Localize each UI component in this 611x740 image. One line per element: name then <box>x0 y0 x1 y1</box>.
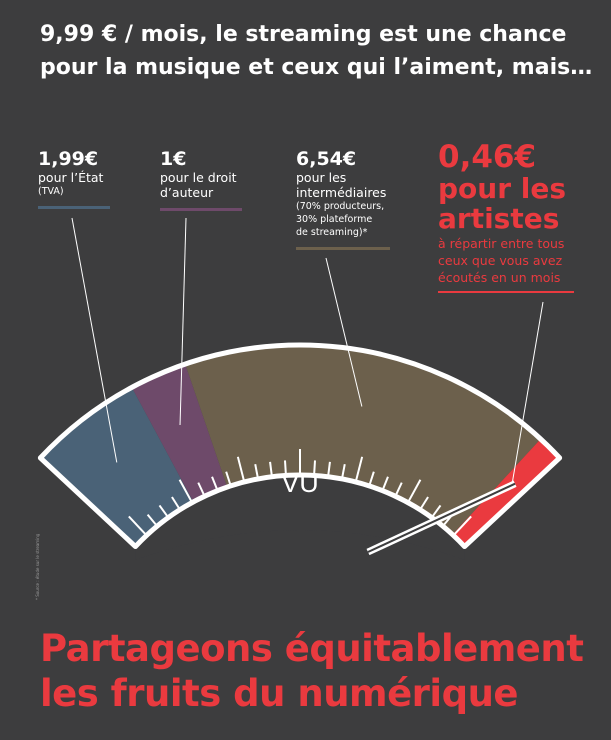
leader-line-0 <box>71 217 118 463</box>
share-etat-label: pour l’État <box>38 170 104 185</box>
gauge-tick <box>158 504 168 517</box>
gauge-tick <box>395 482 403 495</box>
share-art-label-2: artistes <box>438 202 560 235</box>
gauge-tick <box>225 471 232 485</box>
share-etat: 1,99€ pour l’État (TVA) <box>38 148 128 209</box>
gauge-tick <box>197 482 205 495</box>
gauge-tick <box>454 515 472 535</box>
footer-line-1: Partageons équitablement <box>40 627 584 670</box>
gauge-segment-3 <box>452 438 560 547</box>
share-art-detail-2: ceux que vous avez <box>438 253 563 268</box>
share-auteur-label-1: pour le droit <box>160 170 237 185</box>
share-art-detail-3: écoutés en un mois <box>438 270 561 285</box>
gauge-tick <box>341 464 346 478</box>
share-inter-detail-2: 30% plateforme <box>296 214 373 225</box>
share-inter-detail-3: de streaming)* <box>296 227 368 238</box>
gauge-tick <box>368 471 375 485</box>
share-inter-label-1: pour les <box>296 170 347 185</box>
share-auteur: 1€ pour le droit d’auteur <box>160 148 270 211</box>
gauge-needle-inner <box>367 482 516 553</box>
share-inter-rule <box>296 247 390 250</box>
gauge-tick <box>420 496 429 509</box>
gauge-tick <box>254 464 259 478</box>
gauge-segment-2 <box>185 345 541 535</box>
share-art-detail-1: à répartir entre tous <box>438 236 565 251</box>
gauge-tick <box>432 504 442 517</box>
share-intermediaires: 6,54€ pour les intermédiaires (70% produ… <box>296 148 396 250</box>
leader-line-3 <box>511 301 544 488</box>
share-etat-amount: 1,99€ <box>38 148 99 170</box>
gauge-inner-face <box>135 474 465 560</box>
share-art-label-1: pour les <box>438 172 567 205</box>
leader-lines <box>71 217 544 488</box>
leader-line-1 <box>179 217 187 426</box>
share-inter-label-2: intermédiaires <box>296 185 387 200</box>
vu-label: VU <box>281 468 319 498</box>
gauge-tick <box>313 460 316 474</box>
share-inter-amount: 6,54€ <box>296 148 357 170</box>
footer-line-2: les fruits du numérique <box>40 672 519 715</box>
share-etat-detail: (TVA) <box>38 186 64 197</box>
gauge-segment-0 <box>40 387 194 547</box>
gauge-segment-1 <box>131 364 228 502</box>
share-art-rule <box>438 291 574 293</box>
gauge-tick <box>408 479 422 502</box>
gauge-ticks <box>128 449 472 535</box>
gauge-outline <box>37 342 563 550</box>
share-auteur-rule <box>160 208 242 211</box>
share-artistes: 0,46€ pour les artistes à répartir entre… <box>438 140 578 293</box>
share-art-amount: 0,46€ <box>438 139 537 175</box>
gauge-segments <box>40 345 560 560</box>
headline: 9,99 € / mois, le streaming est une chan… <box>40 18 600 84</box>
footer-slogan: Partageons équitablement les fruits du n… <box>40 626 600 716</box>
gauge-tick <box>355 456 364 481</box>
gauge-tick <box>236 456 245 481</box>
gauge-tick <box>327 461 331 475</box>
share-inter-detail-1: (70% producteurs, <box>296 201 385 212</box>
gauge-tick <box>146 513 157 526</box>
share-auteur-label-2: d’auteur <box>160 185 214 200</box>
gauge-tick <box>128 515 146 535</box>
gauge-tick <box>211 476 218 490</box>
gauge-tick <box>171 496 180 509</box>
gauge-tick <box>382 476 389 490</box>
share-auteur-amount: 1€ <box>160 148 187 170</box>
share-etat-rule <box>38 206 110 209</box>
gauge-tick <box>178 479 192 502</box>
gauge-tick <box>269 461 273 475</box>
credit-note: * Source : étude sur le streaming <box>35 533 40 600</box>
headline-line-2: pour la musique et ceux qui l’aiment, ma… <box>40 55 593 80</box>
leader-line-2 <box>325 257 363 407</box>
headline-line-1: 9,99 € / mois, le streaming est une chan… <box>40 22 567 47</box>
gauge-tick <box>284 460 287 474</box>
